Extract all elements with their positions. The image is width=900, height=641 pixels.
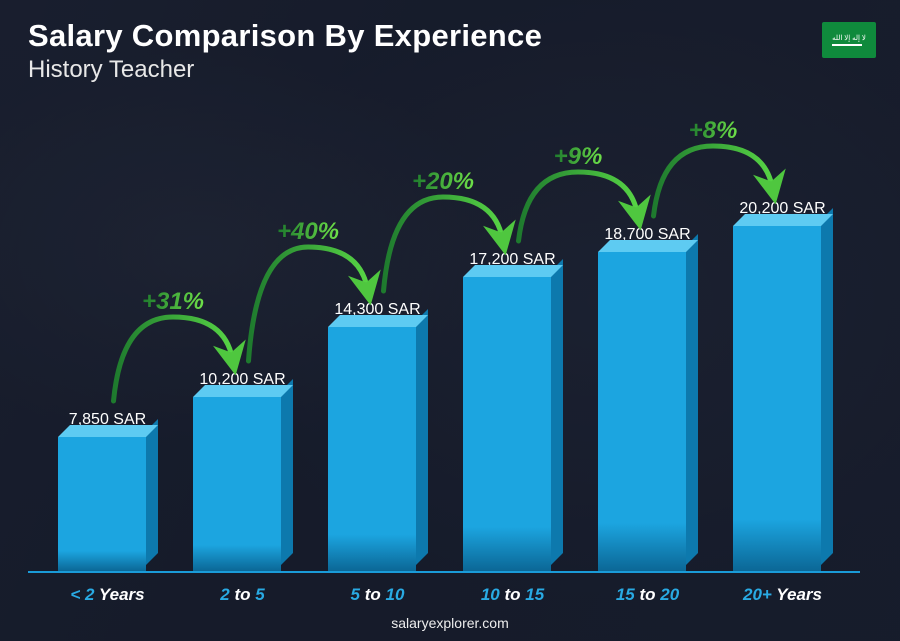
bar-group: 18,700 SAR <box>580 100 715 571</box>
bar-front-face <box>328 327 416 571</box>
x-axis-label: < 2 Years <box>40 585 175 605</box>
bar-front-face <box>463 277 551 571</box>
bar-top-face <box>58 425 158 437</box>
bar-3d <box>193 397 293 571</box>
bar-front-face <box>733 226 821 571</box>
bar-side-face <box>281 379 293 565</box>
bar-stack: 7,850 SAR <box>58 100 158 571</box>
bar-stack: 10,200 SAR <box>193 100 293 571</box>
bar-3d <box>328 327 428 571</box>
x-axis-label: 10 to 15 <box>445 585 580 605</box>
chart-container: Salary Comparison By Experience History … <box>0 0 900 641</box>
bar-chart: 7,850 SAR 10,200 SAR 14,300 SAR 17,200 SAR 1… <box>40 100 850 571</box>
x-axis-label: 15 to 20 <box>580 585 715 605</box>
bar-stack: 17,200 SAR <box>463 100 563 571</box>
bar-side-face <box>686 234 698 565</box>
bar-group: 7,850 SAR <box>40 100 175 571</box>
bar-top-face <box>733 214 833 226</box>
x-axis-label: 2 to 5 <box>175 585 310 605</box>
bar-group: 20,200 SAR <box>715 100 850 571</box>
bar-top-face <box>598 240 698 252</box>
bar-side-face <box>551 259 563 565</box>
bar-group: 14,300 SAR <box>310 100 445 571</box>
bar-stack: 18,700 SAR <box>598 100 698 571</box>
bar-side-face <box>146 419 158 565</box>
bar-group: 17,200 SAR <box>445 100 580 571</box>
bar-front-face <box>58 437 146 571</box>
country-flag: لا إله إلا الله <box>822 22 876 58</box>
bar-side-face <box>821 208 833 565</box>
bar-top-face <box>328 315 428 327</box>
bar-3d <box>463 277 563 571</box>
bar-group: 10,200 SAR <box>175 100 310 571</box>
bar-stack: 14,300 SAR <box>328 100 428 571</box>
page-title: Salary Comparison By Experience <box>28 18 542 54</box>
bar-front-face <box>598 252 686 571</box>
bar-stack: 20,200 SAR <box>733 100 833 571</box>
bar-3d <box>733 226 833 571</box>
flag-emblem: لا إله إلا الله <box>832 35 866 46</box>
bar-3d <box>58 437 158 571</box>
bar-3d <box>598 252 698 571</box>
x-axis-label: 20+ Years <box>715 585 850 605</box>
bar-front-face <box>193 397 281 571</box>
x-axis: < 2 Years2 to 55 to 1010 to 1515 to 2020… <box>40 585 850 605</box>
bar-top-face <box>193 385 293 397</box>
baseline <box>28 571 860 573</box>
attribution: salaryexplorer.com <box>0 615 900 631</box>
bar-top-face <box>463 265 563 277</box>
page-subtitle: History Teacher <box>28 56 194 84</box>
x-axis-label: 5 to 10 <box>310 585 445 605</box>
bar-side-face <box>416 309 428 565</box>
